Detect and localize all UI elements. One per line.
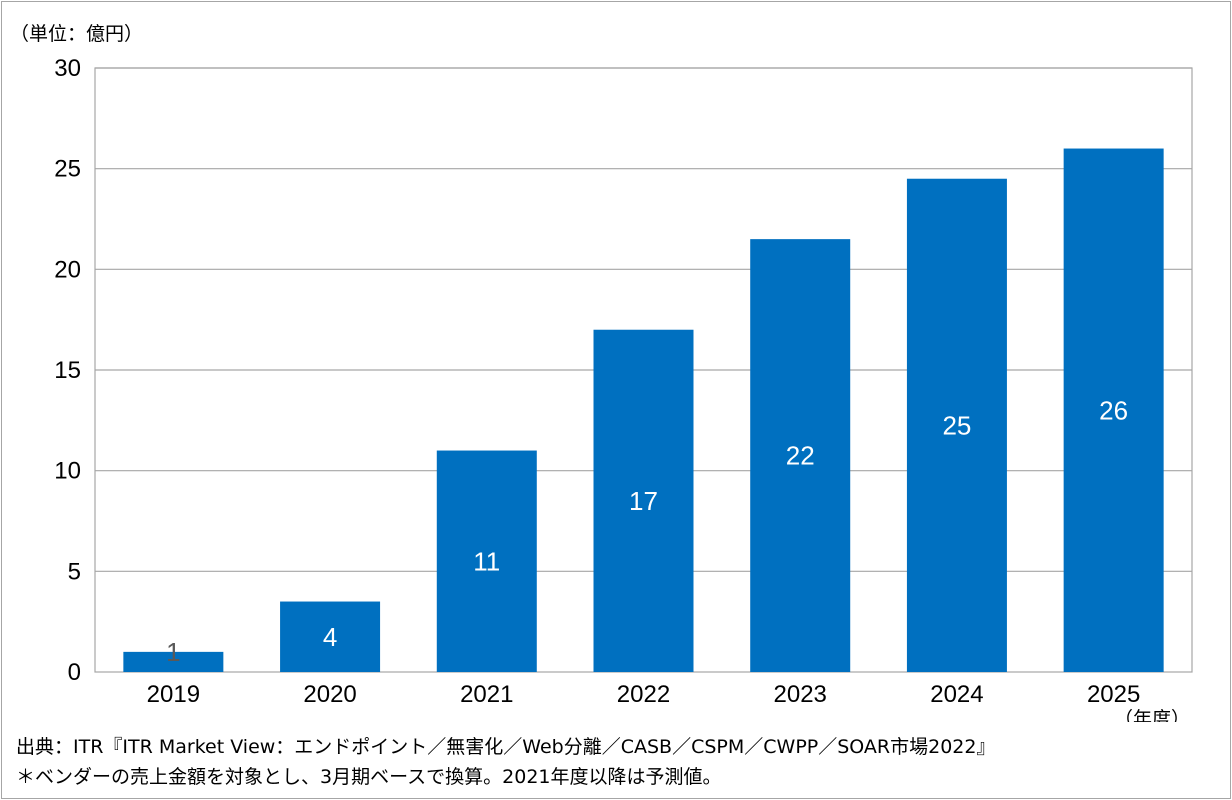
source-note: 出典：ITR『ITR Market View：エンドポイント／無害化／Web分離… xyxy=(16,736,996,758)
bar xyxy=(906,178,1007,672)
x-tick-label: 2022 xyxy=(617,681,670,708)
data-label: 17 xyxy=(629,486,658,516)
x-tick-label: 2019 xyxy=(147,681,200,708)
data-label: 4 xyxy=(323,622,337,652)
y-tick-label: 5 xyxy=(68,558,81,585)
y-tick-label: 25 xyxy=(54,156,81,183)
bar xyxy=(750,239,851,672)
x-tick-label: 2024 xyxy=(930,681,983,708)
bar xyxy=(280,601,381,672)
data-label: 26 xyxy=(1099,395,1128,425)
y-tick-label: 10 xyxy=(54,458,81,485)
data-label: 22 xyxy=(786,441,815,471)
bar xyxy=(436,450,537,672)
y-tick-label: 30 xyxy=(54,55,81,82)
data-label: 25 xyxy=(942,410,971,440)
bar xyxy=(123,651,224,672)
y-tick-label: 20 xyxy=(54,256,81,283)
y-tick-label: 15 xyxy=(54,357,81,384)
bar-chart: （単位：億円）051015202530120194202011202117202… xyxy=(10,23,1193,722)
data-label: 11 xyxy=(473,546,500,576)
x-tick-label: 2020 xyxy=(303,681,356,708)
x-tick-label: 2025 xyxy=(1087,681,1140,708)
y-tick-label: 0 xyxy=(68,659,81,686)
unit-label: （単位：億円） xyxy=(10,23,143,45)
x-tick-label: 2023 xyxy=(774,681,827,708)
bar xyxy=(593,329,694,672)
x-axis-label: （年度） xyxy=(1114,708,1190,722)
bar xyxy=(1063,148,1164,673)
data-label: 1 xyxy=(166,637,180,667)
footnote: ＊ベンダーの売上金額を対象とし、3月期ベースで換算。2021年度以降は予測値。 xyxy=(16,766,722,788)
x-tick-label: 2021 xyxy=(460,681,513,708)
